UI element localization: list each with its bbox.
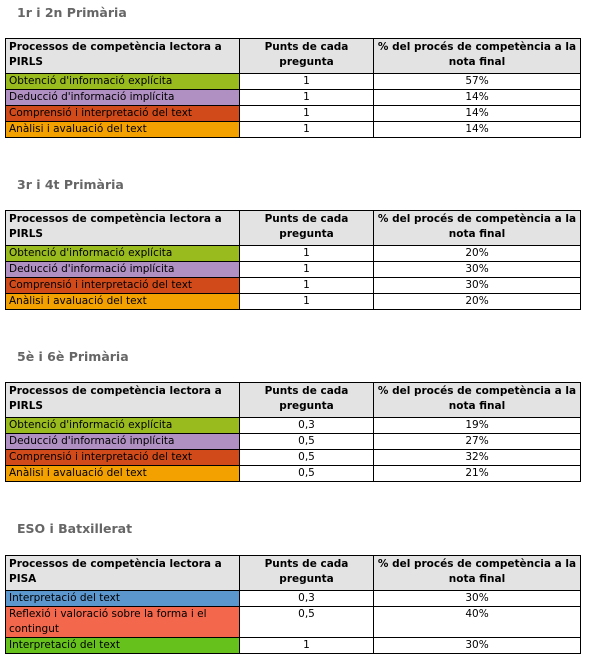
points-cell: 0,5 bbox=[239, 465, 374, 482]
percent-cell: 19% bbox=[373, 417, 581, 434]
percent-cell: 14% bbox=[373, 121, 581, 138]
table-3r-4t: Processos de competència lectora a PIRLS… bbox=[5, 210, 581, 310]
percent-cell: 32% bbox=[373, 449, 581, 466]
process-label: Interpretació del text bbox=[5, 590, 240, 607]
points-cell: 0,3 bbox=[239, 590, 374, 607]
percent-cell: 40% bbox=[373, 606, 581, 638]
header-points: Punts de cada pregunta bbox=[239, 382, 374, 418]
table-1r-2n: Processos de competència lectora a PIRLS… bbox=[5, 38, 581, 138]
heading-5e-6e: 5è i 6è Primària bbox=[17, 349, 129, 364]
header-process: Processos de competència lectora a PIRLS bbox=[5, 382, 240, 418]
process-label: Comprensió i interpretació del text bbox=[5, 449, 240, 466]
heading-3r-4t: 3r i 4t Primària bbox=[17, 177, 124, 192]
process-label: Interpretació del text bbox=[5, 637, 240, 654]
process-label: Reflexió i valoració sobre la forma i el… bbox=[5, 606, 240, 638]
process-label: Obtenció d'informació explícita bbox=[5, 73, 240, 90]
points-cell: 1 bbox=[239, 89, 374, 106]
percent-cell: 57% bbox=[373, 73, 581, 90]
points-cell: 1 bbox=[239, 637, 374, 654]
header-points: Punts de cada pregunta bbox=[239, 210, 374, 246]
percent-cell: 27% bbox=[373, 433, 581, 450]
points-cell: 0,5 bbox=[239, 606, 374, 638]
table-row: Obtenció d'informació explícita 1 20% bbox=[5, 245, 581, 262]
points-cell: 0,5 bbox=[239, 449, 374, 466]
percent-cell: 20% bbox=[373, 245, 581, 262]
header-points: Punts de cada pregunta bbox=[239, 38, 374, 74]
header-points: Punts de cada pregunta bbox=[239, 555, 374, 591]
process-label: Obtenció d'informació explícita bbox=[5, 417, 240, 434]
table-row: Deducció d'informació implícita 1 30% bbox=[5, 261, 581, 278]
table-row: Anàlisi i avaluació del text 1 20% bbox=[5, 293, 581, 310]
process-label: Comprensió i interpretació del text bbox=[5, 105, 240, 122]
points-cell: 1 bbox=[239, 121, 374, 138]
points-cell: 0,5 bbox=[239, 433, 374, 450]
points-cell: 1 bbox=[239, 261, 374, 278]
process-label: Deducció d'informació implícita bbox=[5, 261, 240, 278]
percent-cell: 30% bbox=[373, 637, 581, 654]
table-row: Comprensió i interpretació del text 1 14… bbox=[5, 105, 581, 122]
header-percent: % del procés de competència a la nota fi… bbox=[373, 38, 581, 74]
table-5e-6e: Processos de competència lectora a PIRLS… bbox=[5, 382, 581, 482]
process-label: Anàlisi i avaluació del text bbox=[5, 465, 240, 482]
header-percent: % del procés de competència a la nota fi… bbox=[373, 210, 581, 246]
percent-cell: 30% bbox=[373, 261, 581, 278]
table-row: Deducció d'informació implícita 1 14% bbox=[5, 89, 581, 106]
percent-cell: 14% bbox=[373, 105, 581, 122]
percent-cell: 20% bbox=[373, 293, 581, 310]
points-cell: 1 bbox=[239, 105, 374, 122]
header-process: Processos de competència lectora a PISA bbox=[5, 555, 240, 591]
table-row: Anàlisi i avaluació del text 1 14% bbox=[5, 121, 581, 138]
percent-cell: 30% bbox=[373, 590, 581, 607]
table-row: Anàlisi i avaluació del text 0,5 21% bbox=[5, 465, 581, 482]
percent-cell: 14% bbox=[373, 89, 581, 106]
heading-1r-2n: 1r i 2n Primària bbox=[17, 5, 127, 20]
header-process: Processos de competència lectora a PIRLS bbox=[5, 210, 240, 246]
table-row: Interpretació del text 1 30% bbox=[5, 637, 581, 654]
header-percent: % del procés de competència a la nota fi… bbox=[373, 382, 581, 418]
process-label: Obtenció d'informació explícita bbox=[5, 245, 240, 262]
process-label: Anàlisi i avaluació del text bbox=[5, 121, 240, 138]
header-percent: % del procés de competència a la nota fi… bbox=[373, 555, 581, 591]
header-process: Processos de competència lectora a PIRLS bbox=[5, 38, 240, 74]
process-label: Comprensió i interpretació del text bbox=[5, 277, 240, 294]
percent-cell: 21% bbox=[373, 465, 581, 482]
table-row: Interpretació del text 0,3 30% bbox=[5, 590, 581, 607]
table-row: Comprensió i interpretació del text 0,5 … bbox=[5, 449, 581, 466]
process-label: Deducció d'informació implícita bbox=[5, 89, 240, 106]
process-label: Anàlisi i avaluació del text bbox=[5, 293, 240, 310]
points-cell: 1 bbox=[239, 73, 374, 90]
points-cell: 1 bbox=[239, 293, 374, 310]
points-cell: 0,3 bbox=[239, 417, 374, 434]
table-row: Obtenció d'informació explícita 0,3 19% bbox=[5, 417, 581, 434]
points-cell: 1 bbox=[239, 277, 374, 294]
table-eso-batx: Processos de competència lectora a PISA … bbox=[5, 555, 581, 654]
percent-cell: 30% bbox=[373, 277, 581, 294]
table-row: Deducció d'informació implícita 0,5 27% bbox=[5, 433, 581, 450]
heading-eso-batx: ESO i Batxillerat bbox=[17, 521, 133, 536]
table-row: Comprensió i interpretació del text 1 30… bbox=[5, 277, 581, 294]
process-label: Deducció d'informació implícita bbox=[5, 433, 240, 450]
table-row: Obtenció d'informació explícita 1 57% bbox=[5, 73, 581, 90]
points-cell: 1 bbox=[239, 245, 374, 262]
table-row: Reflexió i valoració sobre la forma i el… bbox=[5, 606, 581, 638]
